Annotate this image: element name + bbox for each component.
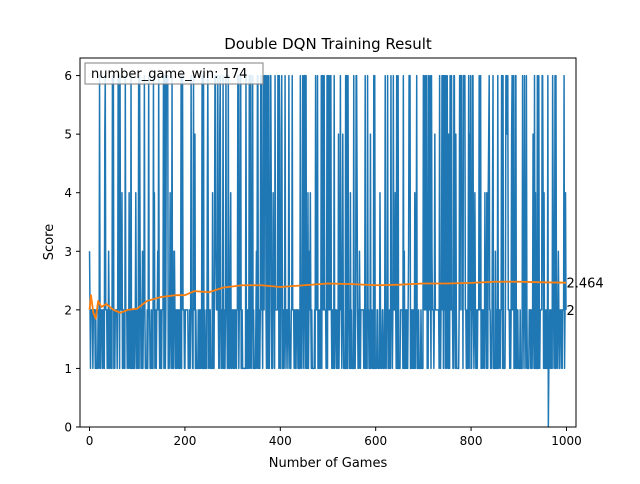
plot-area [88,74,567,427]
score-end-label: 2 [566,304,574,319]
average-end-label: 2.464 [566,277,603,292]
y-tick-label: 5 [64,128,72,142]
x-axis: 0 200 400 600 800 1000 [86,427,582,448]
y-tick-label: 2 [64,303,72,317]
annotation-box-frame [84,62,264,85]
y-tick-label: 0 [64,421,72,435]
x-tick-label: 800 [460,434,483,448]
x-tick-label: 400 [269,434,292,448]
x-tick-label: 600 [364,434,387,448]
y-tick-label: 1 [64,362,72,376]
x-tick-label: 200 [173,434,196,448]
y-tick-label: 4 [64,186,72,200]
average-score-line [88,280,566,320]
x-axis-label: Number of Games [269,456,388,471]
chart-title: Double DQN Training Result [224,35,432,53]
y-tick-label: 6 [64,69,72,83]
score-line [88,74,567,427]
y-axis-label: Score [42,224,57,260]
annotation-box: number_game_win: 174 [84,62,264,85]
y-axis: 0 1 2 3 4 5 6 [64,69,80,435]
y-tick-label: 3 [64,245,72,259]
x-tick-label: 1000 [551,434,582,448]
x-tick-label: 0 [86,434,94,448]
annotation-text: number_game_win: 174 [91,67,247,82]
plot-frame [79,57,577,428]
